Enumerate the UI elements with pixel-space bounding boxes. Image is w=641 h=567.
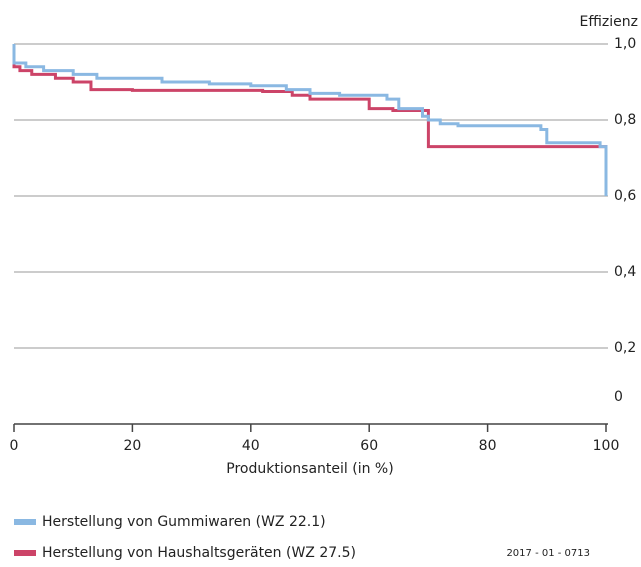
legend-swatch (14, 519, 36, 525)
y-tick-label: 0,2 (614, 340, 636, 356)
x-tick-label: 100 (593, 438, 620, 454)
x-tick-label: 80 (479, 438, 497, 454)
x-tick-label: 60 (360, 438, 378, 454)
x-tick-label: 40 (242, 438, 260, 454)
y-tick-label: 0,8 (614, 112, 636, 128)
series-line (12, 44, 608, 196)
legend-swatch (14, 550, 36, 556)
y-axis-label: Effizienz (580, 14, 638, 30)
y-tick-label: 0 (614, 389, 623, 405)
x-tick-label: 0 (10, 438, 19, 454)
y-tick-label: 0,4 (614, 264, 636, 280)
x-axis-label: Produktionsanteil (in %) (226, 461, 393, 477)
source: 2017 - 01 - 0713 (506, 548, 590, 559)
legend-label: Herstellung von Gummiwaren (WZ 22.1) (42, 514, 326, 530)
legend-label: Herstellung von Haushaltsgeräten (WZ 27.… (42, 545, 356, 561)
series-line (12, 55, 608, 162)
y-tick-label: 0,6 (614, 188, 636, 204)
x-tick-label: 20 (123, 438, 141, 454)
y-tick-label: 1,0 (614, 36, 636, 52)
